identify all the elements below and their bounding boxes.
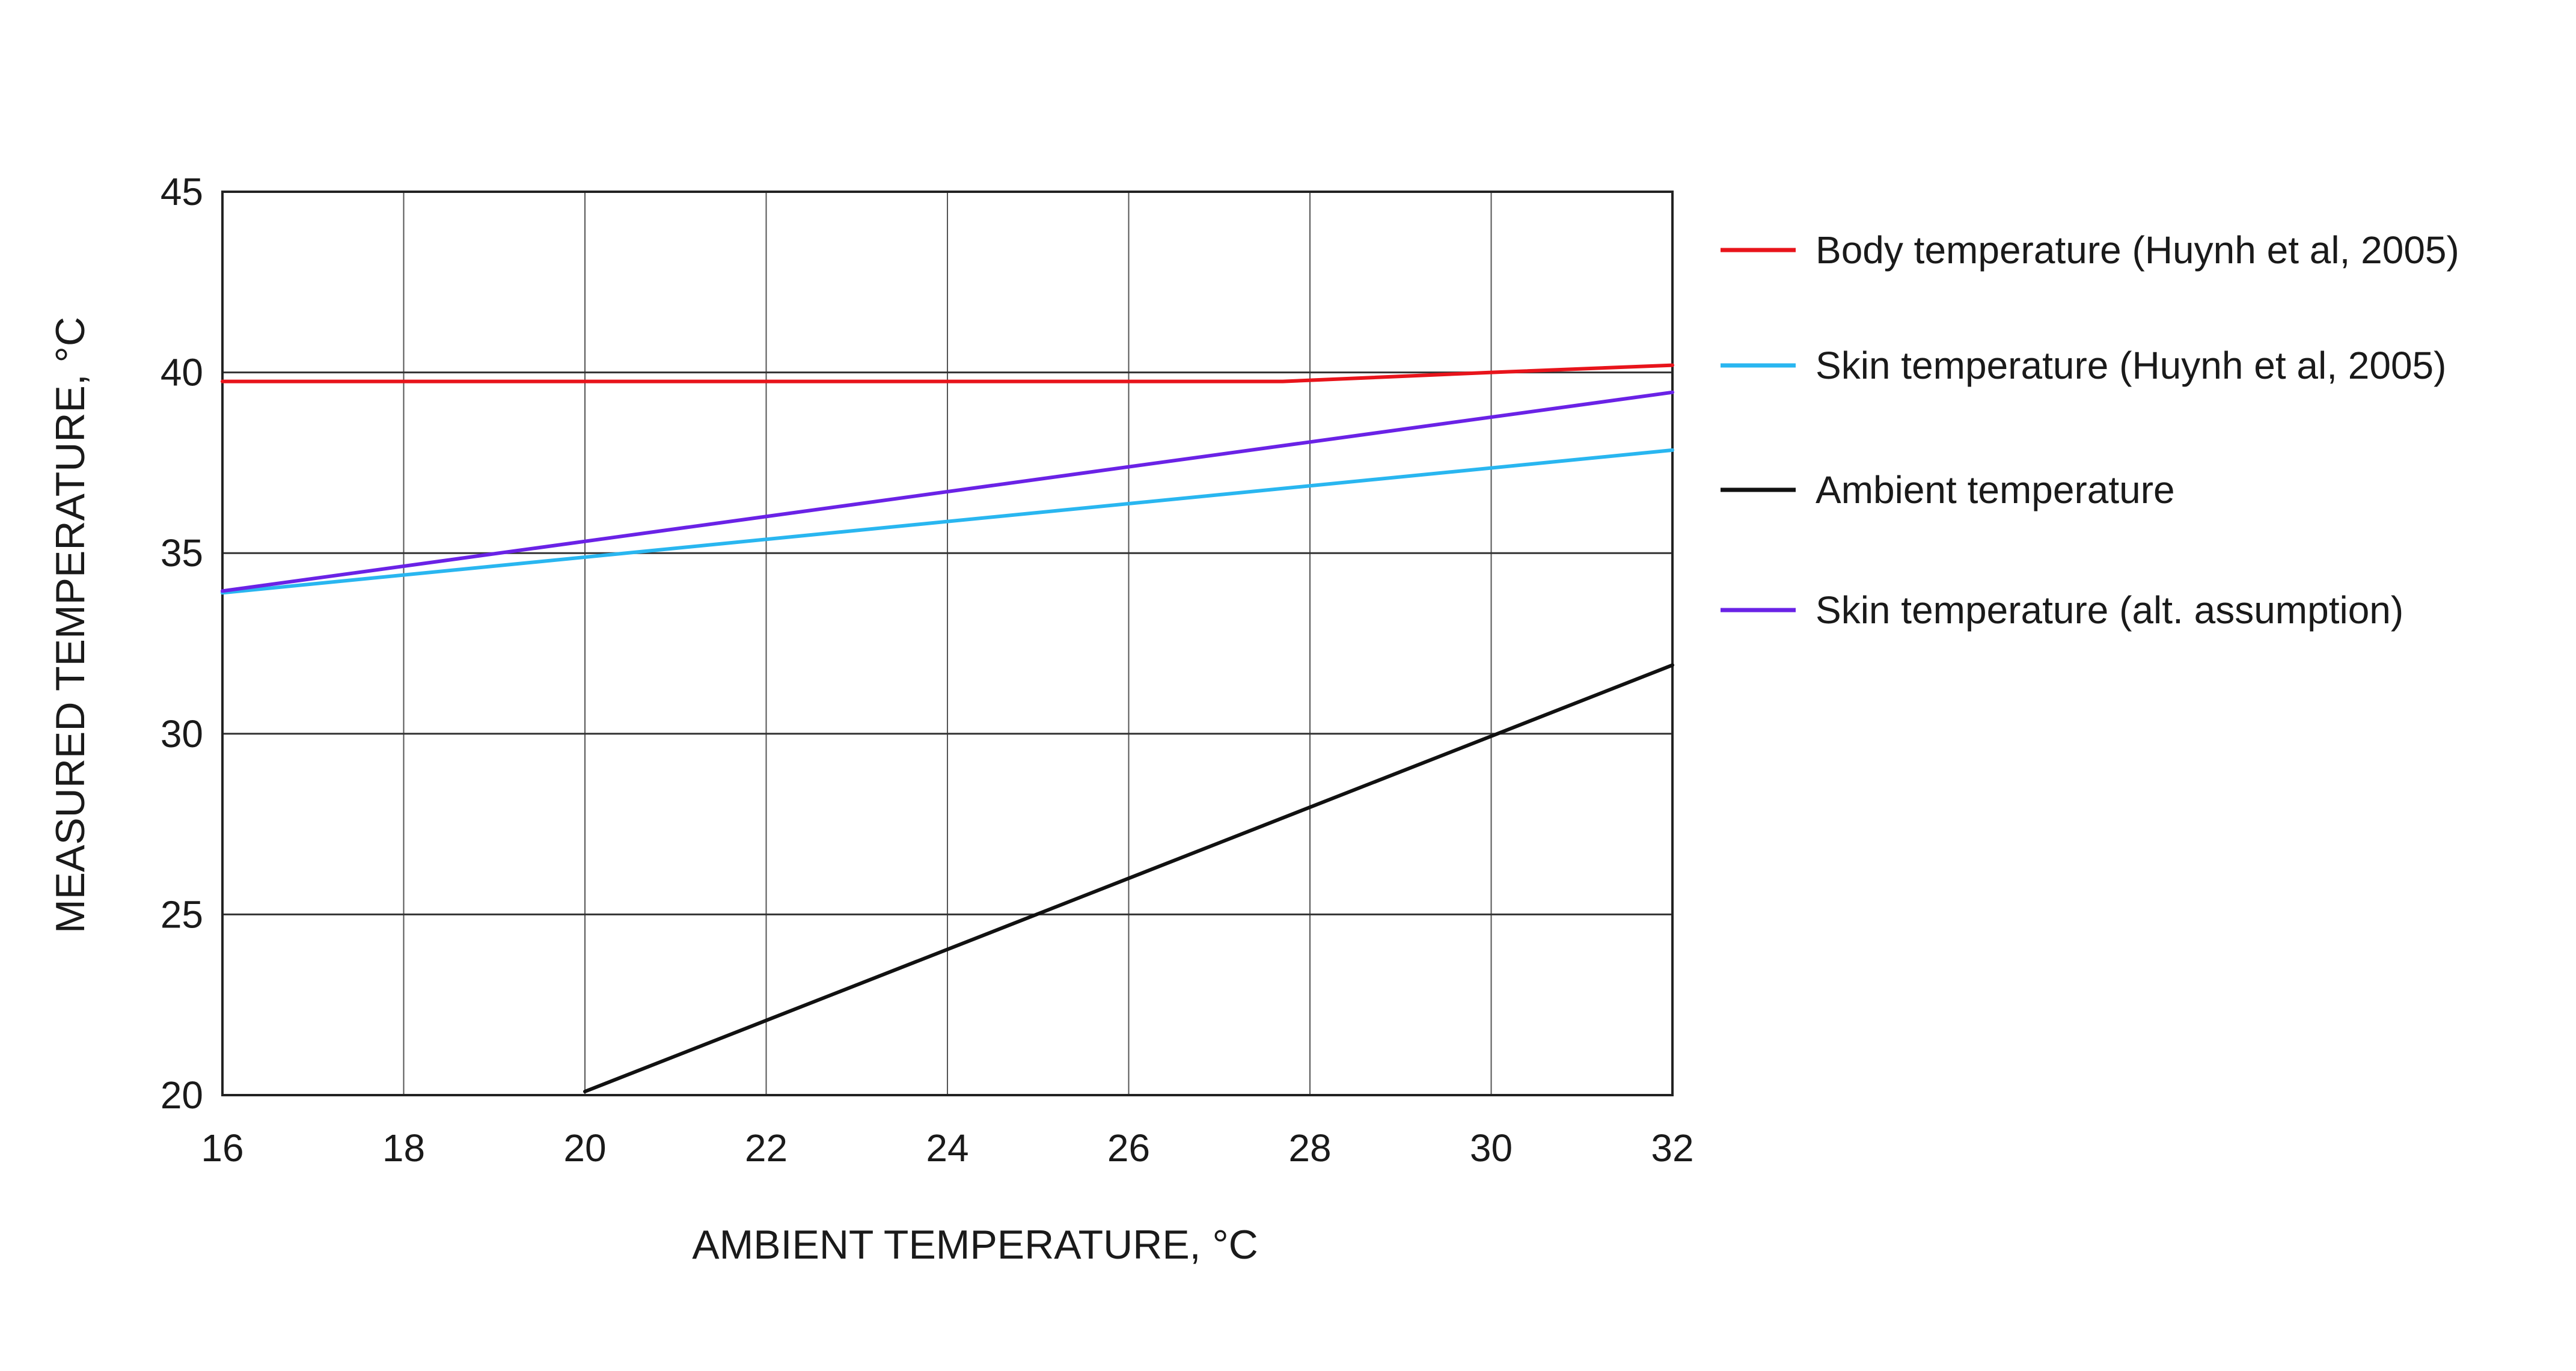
x-tick-label: 20 — [563, 1126, 606, 1170]
x-tick-label: 28 — [1288, 1126, 1331, 1170]
y-tick-label: 20 — [161, 1073, 203, 1117]
series-line — [221, 448, 1674, 595]
series-line — [221, 390, 1674, 593]
series-lines — [221, 363, 1674, 1093]
x-tick-label: 30 — [1470, 1126, 1513, 1170]
legend-label: Body temperature (Huynh et al, 2005) — [1816, 228, 2459, 272]
y-tick-label: 40 — [161, 351, 203, 394]
x-axis-title: AMBIENT TEMPERATURE, °C — [692, 1222, 1258, 1268]
x-tick-label: 26 — [1107, 1126, 1150, 1170]
legend-label: Ambient temperature — [1816, 468, 2175, 511]
y-tick-label: 45 — [161, 170, 203, 213]
x-tick-label: 22 — [745, 1126, 788, 1170]
x-tick-label: 18 — [382, 1126, 425, 1170]
y-axis-title: MEASURED TEMPERATURE, °C — [47, 317, 93, 933]
y-tick-label: 35 — [161, 531, 203, 575]
y-tick-label: 25 — [161, 893, 203, 936]
plot-area-frame — [221, 191, 1674, 1096]
legend-label: Skin temperature (alt. assumption) — [1816, 588, 2403, 632]
series-line — [221, 363, 1674, 383]
grid — [222, 191, 1673, 1096]
legend: Body temperature (Huynh et al, 2005) Skin… — [1721, 228, 2459, 632]
x-tick-label: 16 — [201, 1126, 243, 1170]
legend-label: Skin temperature (Huynh et al, 2005) — [1816, 344, 2446, 387]
y-tick-label: 30 — [161, 712, 203, 756]
x-tick-label: 32 — [1651, 1126, 1693, 1170]
series-line — [583, 663, 1674, 1093]
x-tick-label: 24 — [926, 1126, 968, 1170]
tick-labels: 16 18 20 22 24 26 28 30 32 20 25 30 35 40 45 — [161, 170, 1694, 1170]
